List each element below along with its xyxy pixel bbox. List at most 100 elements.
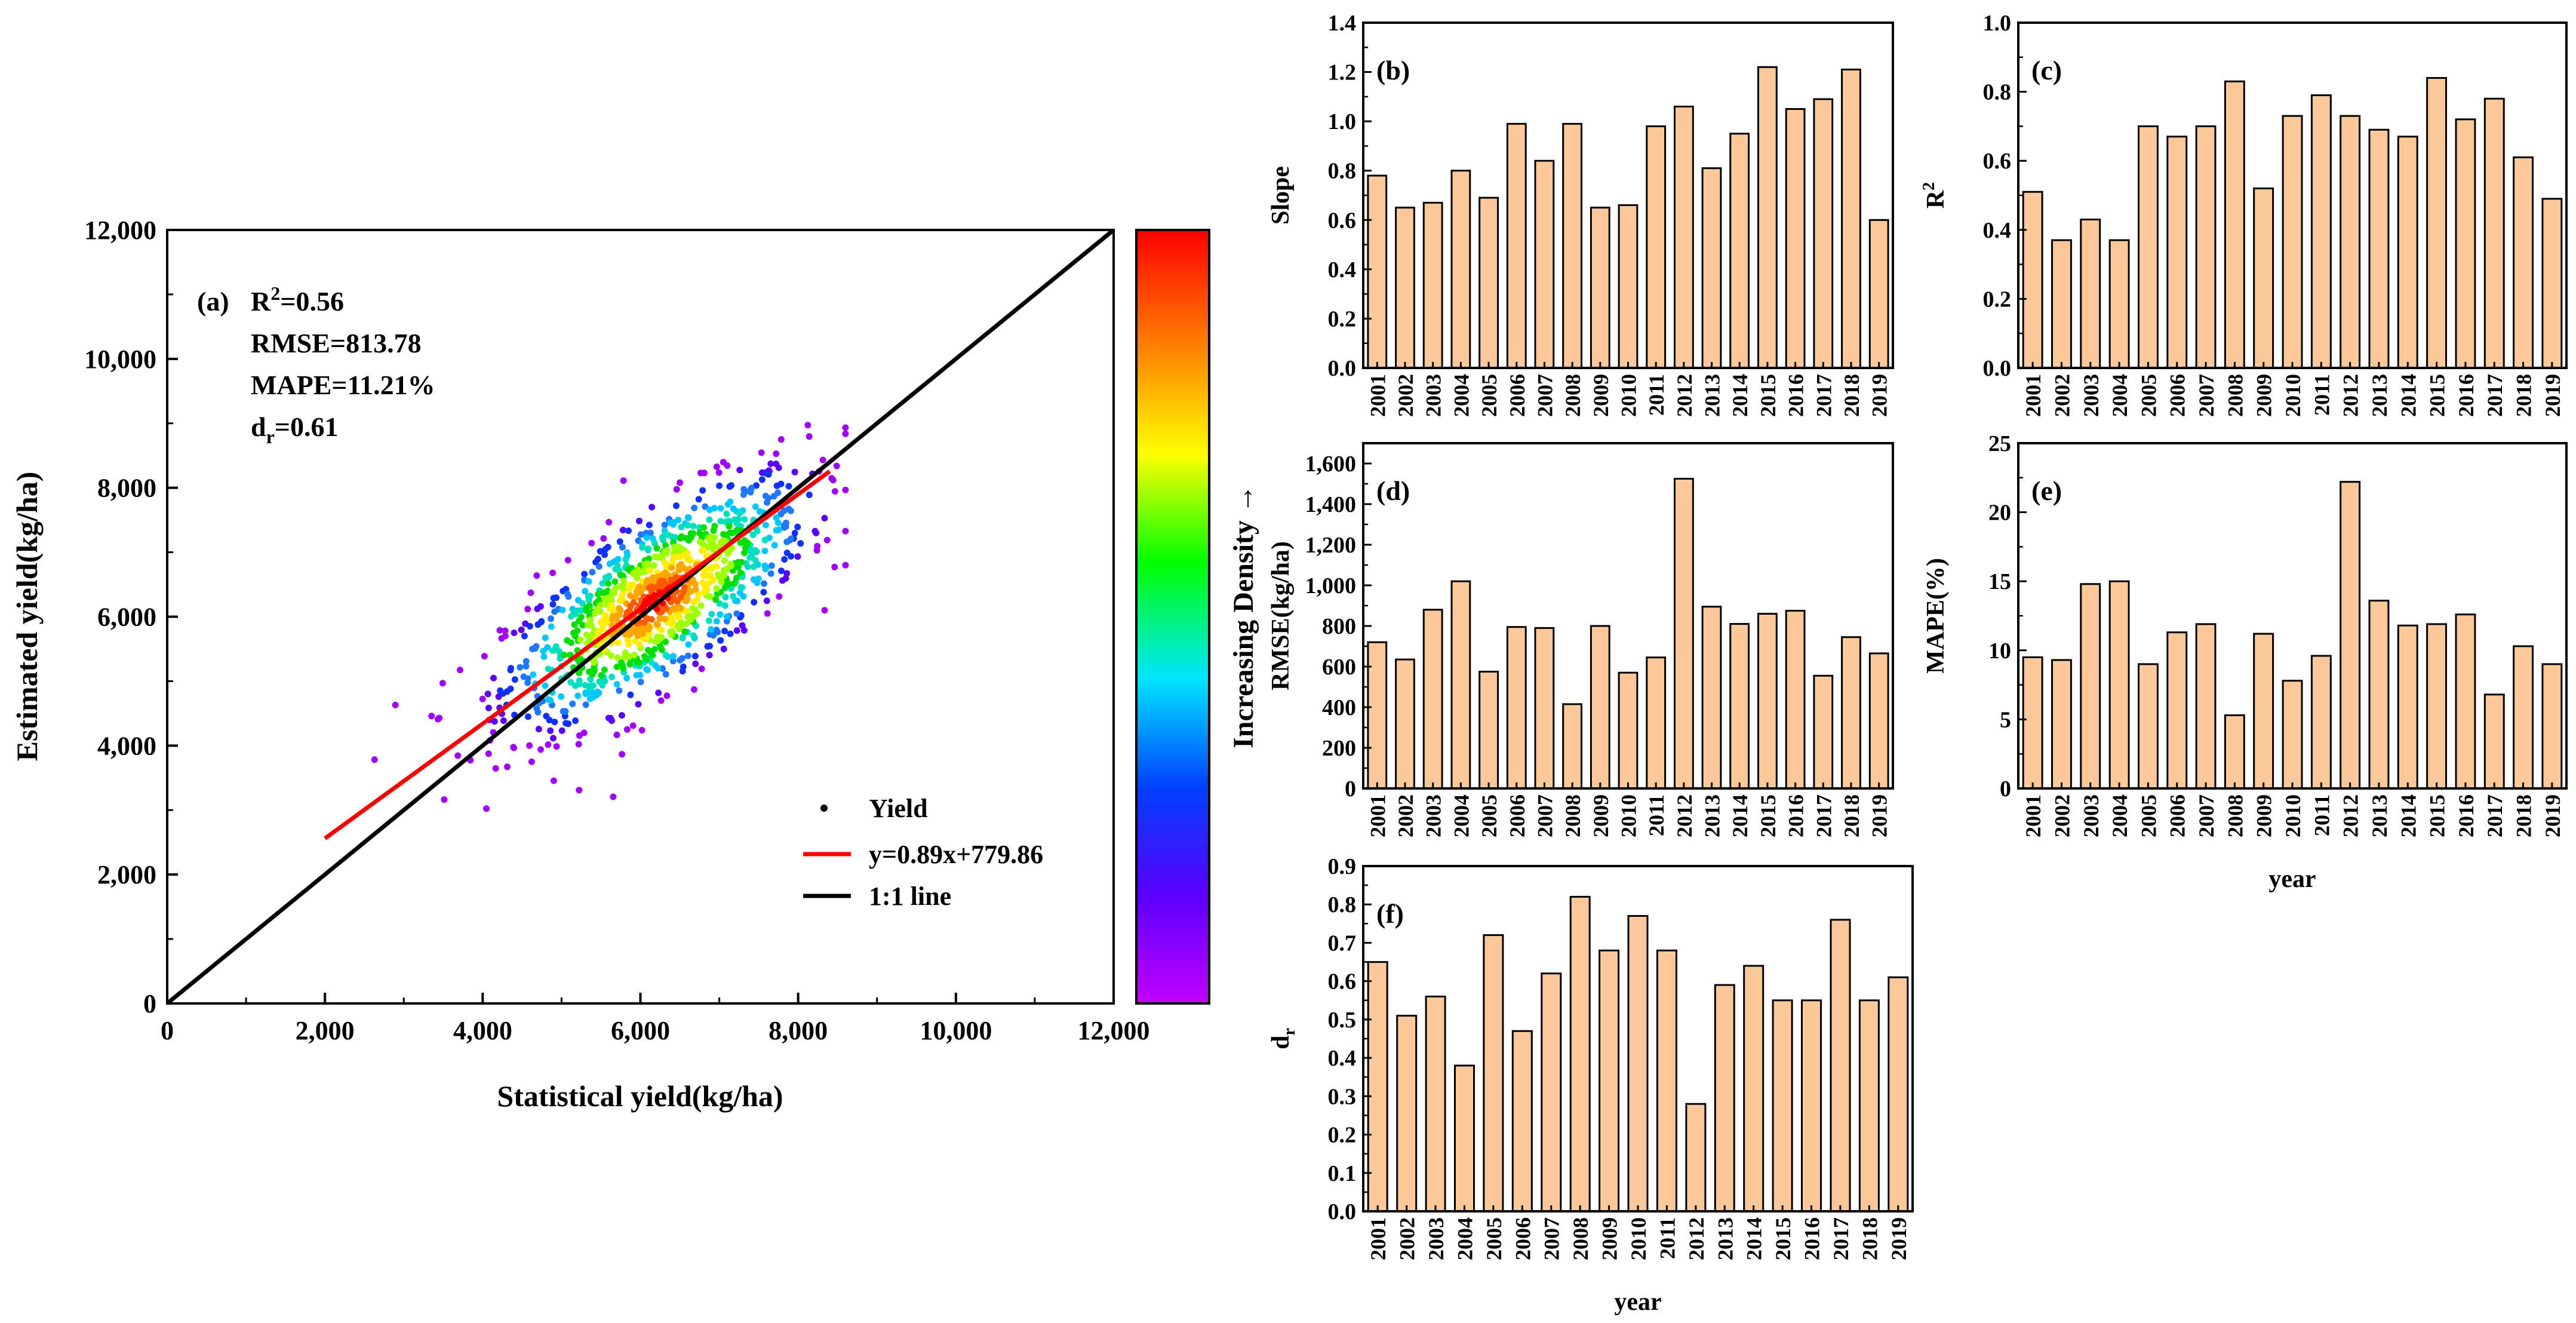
scatter-point [668,564,675,571]
bar-e-2018 [2513,645,2534,790]
scatter-point [620,585,626,593]
bar-b-2003 [1422,201,1443,369]
scatter-point [575,741,582,748]
scatter-point [579,622,586,629]
scatter-point [763,597,770,604]
scatter-point [690,598,697,606]
bar-d-2016 [1785,610,1806,790]
scatter-point [791,468,798,475]
bar-e-2015 [2426,623,2448,790]
scatter-point [692,660,699,667]
bar-e-2004 [2108,580,2130,790]
bar-b-2009 [1590,207,1610,369]
y-tick-label: 12,000 [84,216,156,245]
scatter-point [733,610,740,617]
scatter-point [483,805,490,812]
x-tick-label: 2016 [1784,374,1808,417]
scatter-point [679,634,686,641]
scatter-point [517,664,524,671]
scatter-point [576,677,583,684]
x-tick-label: 2007 [1540,1217,1564,1260]
scatter-point [842,561,849,569]
bar-f-2008 [1569,895,1591,1213]
scatter-point [761,562,769,569]
scatter-point [737,569,744,576]
scatter-point [568,639,575,646]
scatter-point [690,686,697,693]
scatter-point [752,503,759,510]
x-tick-label: 2006 [2166,374,2190,417]
scatter-point [605,573,613,581]
x-tick-label: 2010 [1617,374,1641,417]
scatter-point [548,623,555,630]
legend-fit-label: y=0.89x+779.86 [869,840,1043,869]
x-tick-label: 2010 [2281,374,2305,417]
scatter-point [678,655,686,662]
scatter-point [722,594,729,601]
scatter-point [542,682,549,689]
bar-e-2002 [2051,659,2072,790]
x-tick-label: 2019 [1868,374,1892,417]
scatter-point [823,536,831,544]
scatter-point [552,643,560,650]
scatter-point [631,637,638,644]
scatter-point [687,557,694,564]
x-tick-label: 2003 [2079,794,2103,837]
scatter-point [616,611,623,618]
x-tick-label: 2013 [2368,794,2391,837]
bar-d-2018 [1841,636,1861,790]
bar-f-2014 [1743,965,1765,1213]
x-tick-label: 2008 [1561,794,1585,837]
scatter-point [705,617,712,624]
scatter-point [581,570,588,578]
scatter-panel-a: 0 2,000 4,000 6,000 8,000 10,000 12,000 0 2,000 4… [10,216,1259,1113]
bar-e-2017 [2483,693,2505,790]
colorbar-label: Increasing Density → [1228,484,1259,748]
scatter-point [720,531,727,538]
scatter-point [720,646,727,652]
scatter-point [758,476,766,483]
x-tick-label: 2006 [1511,1217,1535,1260]
bar-f-2009 [1599,949,1620,1213]
scatter-point [684,521,691,529]
scatter-point [576,787,583,794]
x-tick-label: 2018 [1840,374,1864,417]
bar-c-2004 [2108,239,2130,369]
bar-b-2008 [1562,122,1582,369]
bar-d-2009 [1590,625,1610,790]
y-tick-label: 0 [1345,776,1356,802]
scatter-point [747,489,754,496]
bar-f-2004 [1454,1064,1475,1213]
stat-r2: R2=0.56 [251,283,344,317]
scatter-point [720,567,727,574]
scatter-point [724,501,731,508]
x-tick-label: 2015 [1771,1217,1795,1260]
bar-c-2019 [2541,198,2563,369]
scatter-point [608,673,615,680]
bar-c-2005 [2138,125,2159,369]
scatter-point [511,630,518,636]
scatter-point [545,696,552,703]
scatter-point [481,653,488,660]
scatter-point [831,488,838,495]
y-tick-label: 1.2 [1328,60,1357,85]
y-tick-label: 0.2 [1328,306,1357,331]
y-axis-title-e: MAPE(%) [1922,558,1950,674]
scatter-point [737,584,745,591]
x-tick-label: 2004 [1449,374,1473,417]
scatter-point [507,685,514,692]
scatter-point [690,523,697,530]
x-tick-label: 2011 [2310,374,2334,416]
y-tick-label: 25 [1988,431,2011,456]
bar-d-2010 [1618,671,1639,790]
scatter-point [627,691,634,698]
y-axis-title-d: RMSE(kg/ha) [1267,541,1295,690]
x-tick-label: 2001 [1366,374,1390,417]
scatter-point [524,675,531,682]
scatter-point [736,589,743,596]
scatter-point [608,597,615,604]
scatter-point [587,676,594,683]
x-tick-label: 2002 [2051,374,2074,417]
bar-c-2002 [2051,239,2072,369]
